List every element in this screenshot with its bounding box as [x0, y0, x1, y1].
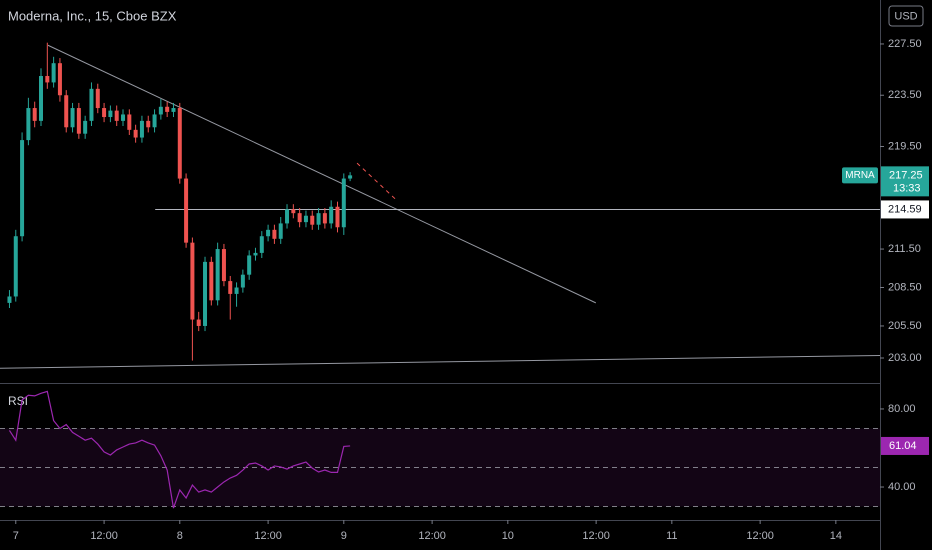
candle-body: [303, 215, 308, 223]
y-tick-label: 208.50: [888, 281, 922, 293]
y-tick-label: 203.00: [888, 352, 922, 364]
trendline: [356, 162, 398, 201]
candle-body: [83, 120, 88, 134]
x-tick-label: 10: [502, 530, 514, 542]
candle-body: [64, 95, 69, 128]
currency-box[interactable]: [888, 5, 924, 27]
symbol-label: MRNA: [845, 170, 875, 181]
candle-body: [190, 242, 195, 320]
x-tick-label: 9: [341, 530, 347, 542]
y-tick-label: 219.50: [888, 140, 922, 152]
candle-body: [45, 76, 50, 83]
candle-body: [57, 63, 62, 96]
x-tick-label: 12:00: [582, 530, 610, 542]
candle-body: [102, 108, 107, 118]
currency[interactable]: USD: [894, 10, 917, 22]
candle-body: [39, 76, 44, 121]
last-price-box: [881, 166, 929, 197]
x-tick-label: 12:00: [254, 530, 282, 542]
last-price-label: 217.25: [889, 169, 923, 181]
candle-body: [209, 261, 214, 301]
x-tick-label: 12:00: [418, 530, 446, 542]
candle-body: [272, 229, 277, 239]
rsi-tick-label: 80.00: [888, 403, 916, 415]
candle-body: [253, 252, 258, 256]
candle-body: [158, 106, 163, 115]
x-tick-label: 12:00: [90, 530, 118, 542]
candle-body: [215, 249, 220, 301]
y-tick-label: 227.50: [888, 38, 922, 50]
candle-body: [89, 88, 94, 121]
hline-label-box: [881, 200, 929, 219]
chart-title: Moderna, Inc., 15, Cboe BZX: [8, 8, 177, 23]
x-tick-label: 12:00: [746, 530, 774, 542]
candle-body: [152, 114, 157, 128]
candle-body: [184, 178, 189, 243]
rsi-tick-label: 40.00: [888, 481, 916, 493]
candle-body: [285, 209, 290, 224]
candle-body: [203, 261, 208, 326]
y-tick-label: 205.50: [888, 320, 922, 332]
rsi-line: [8, 390, 351, 509]
candle-body: [51, 63, 56, 83]
candle-body: [114, 110, 119, 121]
candle-body: [76, 108, 81, 134]
candle-body: [310, 215, 315, 225]
candle-body: [13, 236, 18, 297]
candle-body: [70, 108, 75, 128]
candle-body: [26, 108, 31, 141]
trendline: [47, 44, 597, 304]
x-tick-label: 14: [830, 530, 842, 542]
candle-body: [7, 296, 12, 303]
candle-body: [234, 287, 239, 294]
candle-body: [291, 209, 296, 214]
candle-body: [278, 223, 283, 239]
candle-body: [108, 110, 113, 118]
candle-body: [259, 236, 264, 253]
candle-body: [95, 88, 100, 109]
rsi-title: RSI: [8, 394, 28, 408]
candle-body: [171, 108, 176, 112]
candle-body: [322, 213, 327, 224]
candle-body: [316, 213, 321, 225]
candle-body: [20, 140, 25, 237]
candle-body: [165, 106, 170, 112]
candle-body: [335, 206, 340, 228]
countdown-label: 13:33: [893, 182, 921, 194]
rsi-value-box: [881, 436, 929, 455]
candle-body: [146, 120, 151, 128]
y-tick-label: 211.50: [888, 243, 921, 255]
candle-body: [196, 319, 201, 326]
rsi-value-label: 61.04: [889, 440, 917, 452]
candle-body: [228, 281, 233, 294]
candle-body: [348, 175, 353, 179]
candle-body: [247, 255, 252, 275]
trendline: [0, 354, 881, 369]
x-tick-label: 11: [666, 530, 677, 542]
candle-body: [266, 229, 271, 237]
x-tick-label: 7: [13, 530, 19, 542]
candle-body: [240, 274, 245, 288]
candle-body: [32, 108, 37, 121]
candle-body: [329, 206, 334, 224]
y-tick-label: 223.50: [888, 89, 922, 101]
candle-body: [177, 108, 182, 179]
candle-body: [127, 114, 132, 130]
candle-body: [121, 114, 126, 121]
candle-body: [341, 178, 346, 228]
candle-body: [133, 129, 138, 138]
x-tick-label: 8: [177, 530, 183, 542]
symbol-box: [842, 167, 878, 184]
candle-body: [139, 120, 144, 138]
hline-label: 214.59: [888, 203, 922, 215]
candle-body: [297, 213, 302, 223]
candle-body: [221, 249, 226, 282]
